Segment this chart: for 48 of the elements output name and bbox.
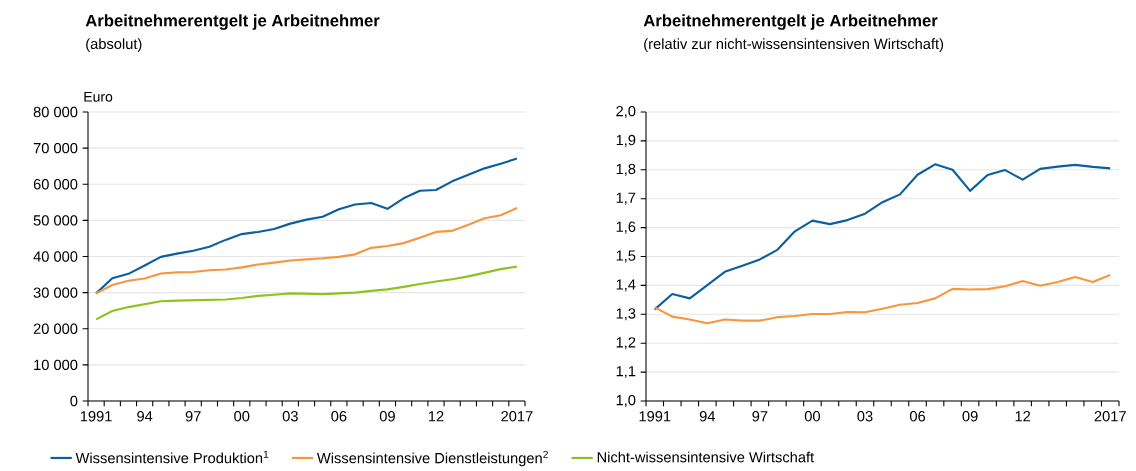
legend-label: Nicht-wissensintensive Wirtschaft	[597, 451, 815, 463]
chart-subtitle: (relativ zur nicht-wissensintensiven Wirtschaft)	[644, 38, 944, 53]
x-tick-label: 00	[804, 411, 820, 422]
x-tick-label: 12	[1015, 411, 1031, 422]
x-tick-label: 03	[282, 411, 298, 422]
y-axis-title: Euro	[84, 92, 113, 102]
x-tick-label: 94	[699, 411, 716, 422]
y-tick-label: 1,5	[616, 250, 636, 263]
y-tick-label: 20 000	[33, 323, 78, 335]
y-tick-label: 50 000	[33, 215, 78, 226]
x-tick-label: 03	[857, 411, 873, 422]
x-tick-label: 97	[752, 411, 768, 422]
x-tick-label: 09	[962, 411, 978, 422]
y-tick-label: 30 000	[33, 287, 78, 299]
chart-title: Arbeitnehmerentgelt je Arbeitnehmer	[85, 14, 380, 31]
y-tick-label: 70 000	[33, 143, 78, 154]
x-tick-label: 1991	[80, 411, 112, 422]
y-tick-label: 0	[70, 396, 78, 407]
y-tick-label: 1,6	[616, 221, 636, 234]
chart-title: Arbeitnehmerentgelt je Arbeitnehmer	[643, 14, 938, 31]
y-tick-label: 1,3	[616, 308, 636, 321]
line-series	[95, 207, 518, 295]
x-tick-label: 06	[909, 411, 926, 422]
x-tick-label: 06	[331, 411, 347, 422]
x-tick-label: 2017	[501, 411, 533, 422]
y-tick-label: 40 000	[33, 251, 78, 262]
y-tick-label: 1,0	[616, 395, 636, 408]
x-tick-label: 97	[185, 411, 201, 422]
line-series	[653, 274, 1112, 325]
legend-label: Wissensintensive Produktion$^{1}$	[75, 451, 269, 464]
y-tick-label: 60 000	[33, 179, 78, 190]
x-tick-label: 94	[137, 411, 153, 422]
x-tick-label: 2017	[1094, 411, 1126, 422]
y-tick-label: 1,8	[616, 164, 636, 177]
y-tick-label: 1,7	[616, 192, 636, 205]
y-tick-label: 1,4	[616, 279, 636, 292]
chart-subtitle: (absolut)	[86, 38, 142, 53]
y-tick-label: 10 000	[34, 359, 78, 371]
y-tick-label: 1,9	[616, 135, 636, 148]
x-tick-label: 12	[428, 411, 444, 422]
y-tick-label: 1,1	[616, 366, 636, 379]
y-tick-label: 2,0	[616, 106, 636, 119]
x-tick-label: 09	[379, 411, 395, 422]
legend-label: Wissensintensive Dienstleistungen$^{2}$	[316, 450, 548, 467]
y-tick-label: 80 000	[33, 107, 78, 118]
x-tick-label: 00	[234, 411, 250, 422]
x-tick-label: 1991	[639, 411, 671, 422]
y-tick-label: 1,2	[616, 337, 636, 350]
